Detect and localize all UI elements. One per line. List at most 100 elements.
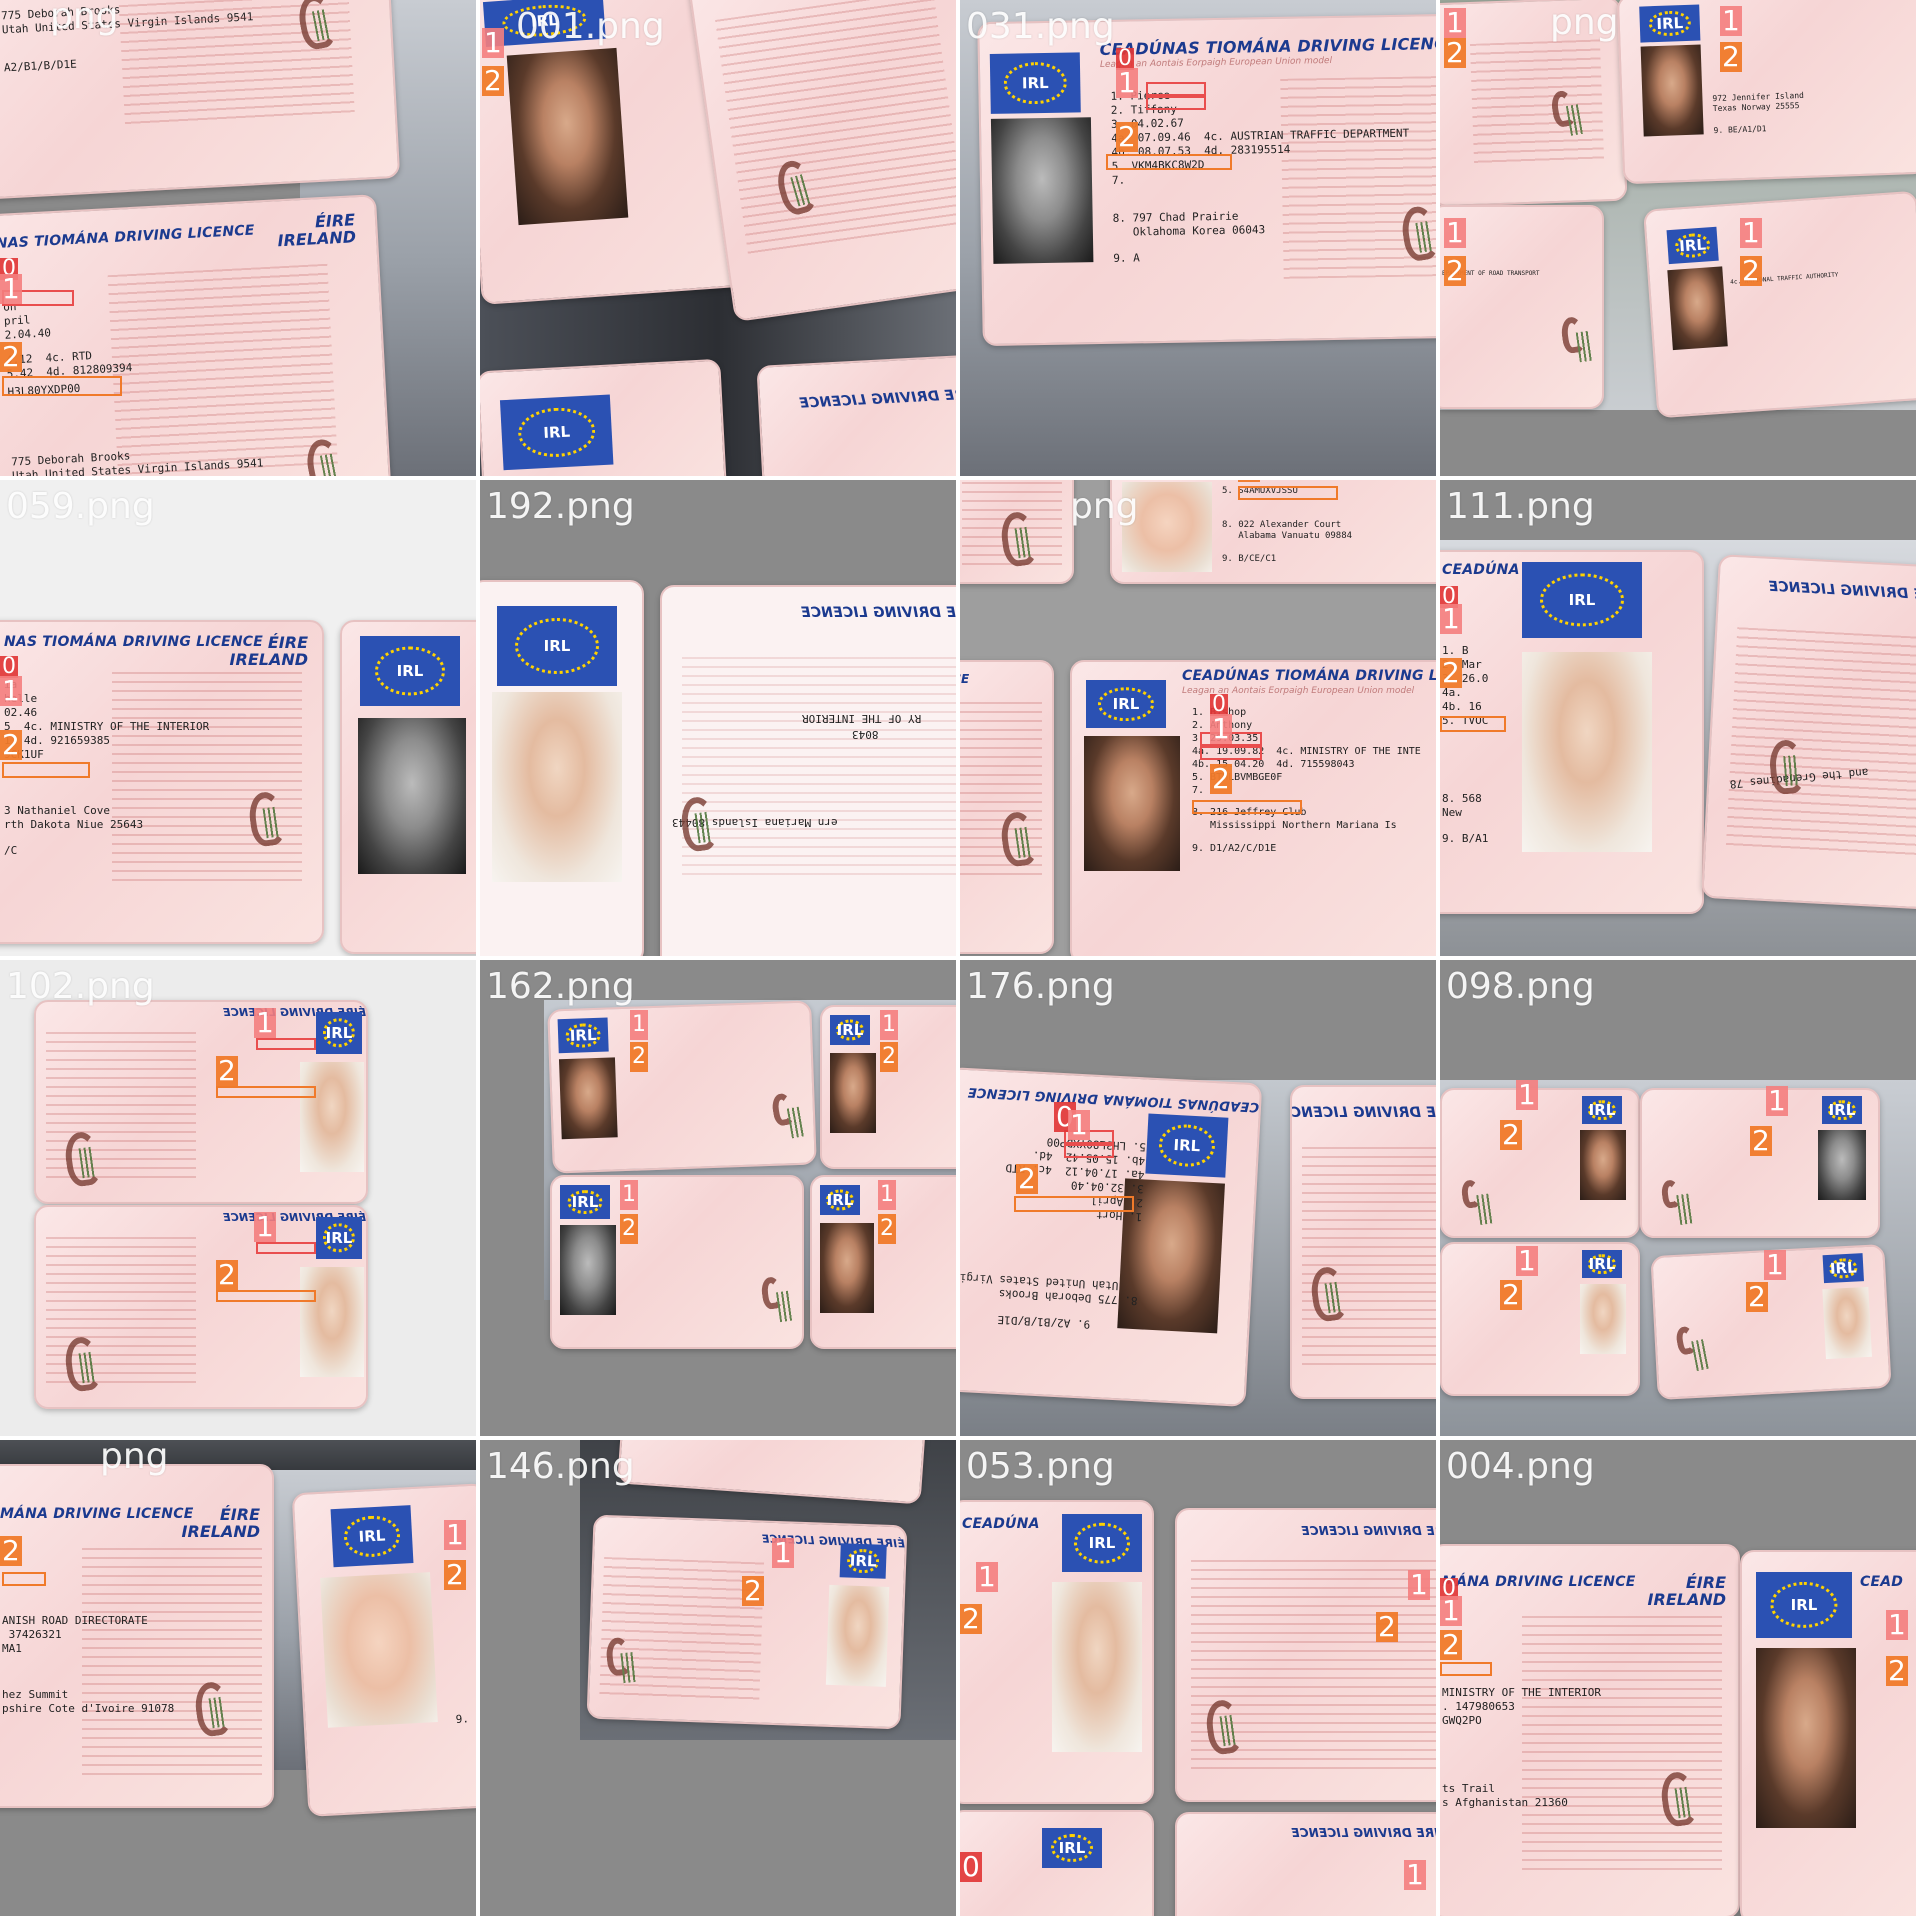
tile-filename: 053.png [966, 1446, 1115, 1487]
eire-label: ÉIRE [267, 633, 308, 652]
tile-filename: 004.png [1446, 1446, 1595, 1487]
card-header: CEADÚNA [1442, 562, 1520, 578]
portrait-photo [1580, 1284, 1626, 1354]
detection-box [1192, 800, 1302, 814]
portrait-photo [825, 1584, 890, 1687]
tile-9: 1 2 1 2 1 2 1 2 162.png [480, 960, 956, 1436]
card-category: 9. A2/B1/B/D1E [997, 1312, 1091, 1331]
tile-8: ÉIRE DRIVING LICENCE ÉIRE DRIVING LICENC… [0, 960, 476, 1436]
detection-box [1200, 746, 1262, 760]
licence-card: CEAD [1740, 1550, 1916, 1916]
portrait-photo [558, 1057, 618, 1140]
portrait-photo [820, 1223, 874, 1313]
card-address: 8. 775 Deborah Brooks Utah United States… [960, 1270, 1139, 1308]
licence-card: CE [960, 660, 1054, 954]
detection-label: 2 [1238, 480, 1260, 482]
detection-label: 2 [1440, 1628, 1462, 1661]
card-header: CEADÚNAS TIOMÁNA DRIVING LICENCE [1182, 668, 1436, 684]
card-header: ÉIRE DRIVING LICENCE [1301, 1524, 1436, 1538]
licence-card: ÉIRE DRIVING LICENCE RY OF THE INTERIOR … [660, 585, 956, 956]
detection-label: 1 [1440, 602, 1462, 635]
detection-label: 1 [254, 1006, 276, 1039]
card-address: 8. 022 Alexander Court Alabama Vanuatu 0… [1222, 520, 1353, 541]
eu-flag [1042, 1828, 1102, 1868]
licence-card: ÉIRE DRIVING LICENCE [1290, 1085, 1436, 1399]
card-category: 9. B/C [455, 1711, 476, 1727]
card-category: 9. A [1113, 251, 1140, 265]
detection-label: 2 [960, 1602, 982, 1635]
licence-card: ÉIRE DRIVING LICENCE [1175, 1812, 1436, 1916]
card-header: ÉIRE DRIVING LICENCE [800, 605, 956, 621]
tile-filename: 098.png [1446, 966, 1595, 1007]
detection-label: 0 [1440, 584, 1458, 609]
licence-card: ÉIRE DRIVING LICENCE [586, 1514, 908, 1730]
detection-box [216, 1290, 316, 1302]
detection-label: 1 [0, 272, 22, 305]
eu-flag [1086, 680, 1166, 728]
portrait-photo [300, 1267, 364, 1377]
tile-5: ÉIRE DRIVING LICENCE RY OF THE INTERIOR … [480, 480, 956, 956]
tile-12: MÁNA DRIVING LICENCE ÉIRE IRELAND ANISH R… [0, 1440, 476, 1916]
eu-flag [1639, 4, 1701, 43]
licence-card: ÉIRE DRIVING LICENCE and the Grenadines … [1701, 554, 1916, 910]
detection-box [2, 762, 90, 778]
card-text-lines [1725, 627, 1916, 858]
licence-card: CEADÚNAS TIOMÁNA DRIVING LICENCE 1. Hort… [960, 1067, 1263, 1407]
licence-card [1440, 1242, 1640, 1396]
detection-label: 2 [0, 1534, 22, 1567]
licence-card: CEADÚNA [960, 1500, 1154, 1804]
card-header: CE [960, 672, 970, 686]
licence-card: CEADÚNAS TIOMÁNA DRIVING LICENCE Leagan … [977, 13, 1436, 347]
card-eire: ÉIRE IRELAND [230, 634, 308, 668]
licence-card: NAS TIOMÁNA DRIVING LICENCE ÉIRE IRELAND … [0, 194, 392, 476]
tile-0: 775 Deborah Brooks Utah United States Vi… [0, 0, 476, 476]
detection-label: 2 [1444, 36, 1466, 69]
detection-label: 2 [742, 1574, 764, 1607]
licence-card [550, 1175, 804, 1349]
card-category: 9. BE/A1/D1 [1713, 124, 1767, 136]
licence-card: 5. S4AMUXVJSSU 8. 022 Alexander Court Al… [1110, 480, 1436, 584]
eu-flag [820, 1185, 860, 1215]
eu-flag [560, 1185, 610, 1219]
detection-box [256, 1242, 316, 1254]
detection-label: 1 [1408, 1568, 1430, 1601]
card-header: ÉIRE DRIVING LICENCE [798, 386, 956, 412]
tile-filename: png [50, 0, 119, 37]
tile-filename: 059.png [6, 486, 155, 527]
detection-label: 1 [1516, 1244, 1538, 1277]
card-category: A2/B1/B/D1E [3, 57, 78, 75]
eu-flag [989, 52, 1081, 114]
detection-box [1014, 1196, 1134, 1212]
tile-11: 1 2 1 2 1 2 1 2 098.png [1440, 960, 1916, 1436]
detection-label: 1 [1740, 216, 1762, 249]
licence-card: CEADÚNAS TIOMÁNA DRIVING LICENCE Leagan … [1070, 660, 1436, 956]
card-text-lines [682, 657, 956, 877]
detection-label: 2 [1444, 254, 1466, 287]
licence-card: MÁNA DRIVING LICENCE ÉIRE IRELAND MINISTR… [1440, 1544, 1740, 1916]
card-text-lines [82, 1548, 262, 1778]
card-header: CEADÚNAS TIOMÁNA DRIVING LICENCE [967, 1084, 1260, 1115]
tile-1: ÉIRE DRIVING LICENCE 1 2 001.png [480, 0, 956, 476]
licence-card [340, 620, 476, 954]
detection-box [216, 1086, 316, 1098]
card-authority: RY OF THE INTERIOR [802, 712, 922, 725]
detection-box [256, 1038, 316, 1050]
card-address: 8. 797 Chad Prairie Oklahoma Korea 06043 [1112, 209, 1266, 239]
detection-label: 1 [620, 1180, 638, 1210]
detection-label: 1 [1116, 66, 1138, 99]
tile-2: CEADÚNAS TIOMÁNA DRIVING LICENCE Leagan … [960, 0, 1436, 476]
tile-filename: 162.png [486, 966, 635, 1007]
portrait-photo [1084, 736, 1180, 871]
portrait-photo [1052, 1582, 1142, 1752]
tile-filename: 031.png [966, 6, 1115, 47]
portrait-photo [300, 1062, 364, 1172]
eu-flag [497, 606, 617, 686]
detection-box [1146, 82, 1206, 96]
detection-label: 1 [444, 1518, 466, 1551]
licence-card: CEADÚNA 1. B 2. Mar 3. 26.0 4a. 4b. 16 5… [1440, 550, 1704, 914]
detection-label: 2 [0, 340, 22, 373]
detection-label: 0 [1116, 46, 1134, 71]
card-text-lines [107, 263, 338, 475]
card-category: /C [4, 844, 18, 857]
tile-6: 5. S4AMUXVJSSU 8. 022 Alexander Court Al… [960, 480, 1436, 956]
